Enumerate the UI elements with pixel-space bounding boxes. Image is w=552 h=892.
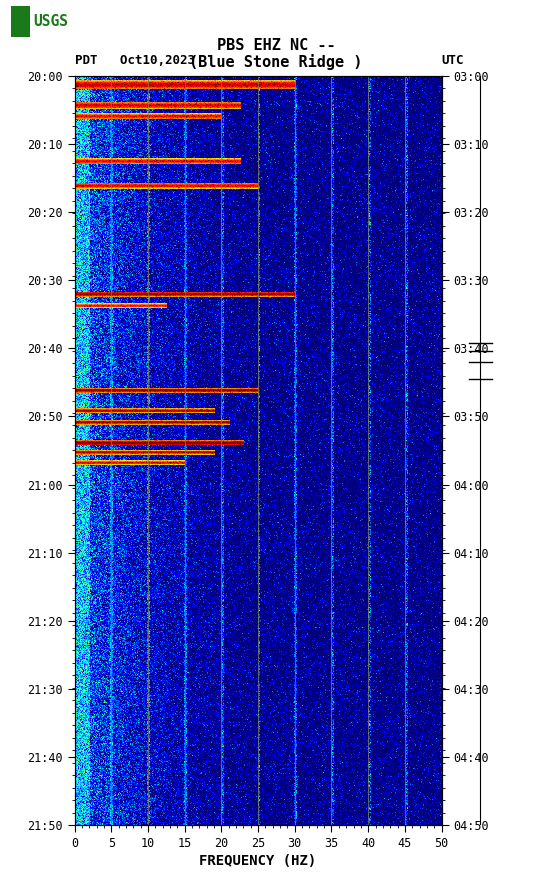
Text: (Blue Stone Ridge ): (Blue Stone Ridge ): [189, 54, 363, 70]
Bar: [11, 6, 30, 37]
Text: UTC: UTC: [442, 54, 464, 68]
Text: USGS: USGS: [33, 14, 68, 29]
Text: PBS EHZ NC --: PBS EHZ NC --: [217, 38, 335, 54]
X-axis label: FREQUENCY (HZ): FREQUENCY (HZ): [199, 854, 317, 868]
Text: PDT   Oct10,2023: PDT Oct10,2023: [75, 54, 194, 68]
